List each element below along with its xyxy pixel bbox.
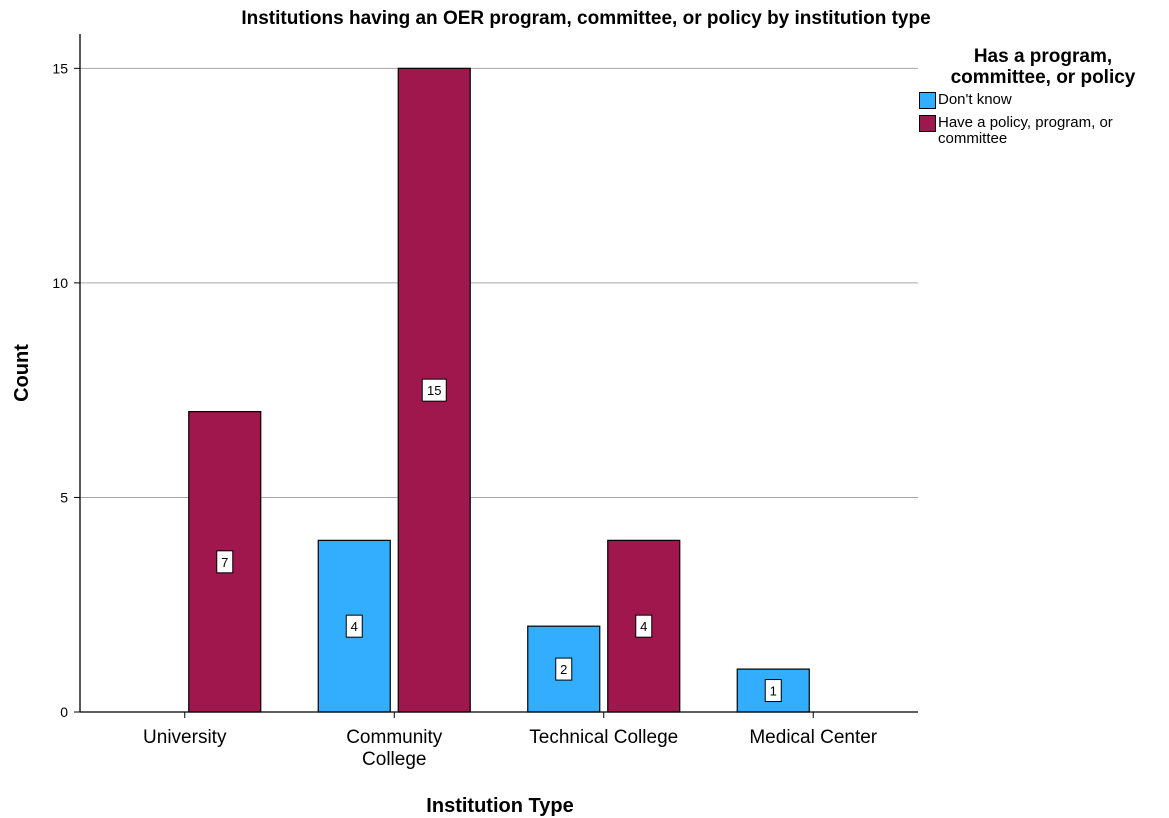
data-label: 2 [560, 662, 567, 677]
data-label-box [764, 679, 782, 703]
data-label-box [345, 614, 363, 638]
legend-title-line: Has a program, [973, 46, 1113, 67]
y-tick-label: 5 [60, 489, 68, 505]
y-ticks: 0 5 10 15 [52, 60, 80, 720]
data-label: 1 [770, 684, 777, 699]
y-tick-label: 10 [52, 275, 68, 291]
x-tick-label: Technical College [529, 727, 678, 748]
x-axis-title: Institution Type [426, 795, 573, 817]
data-label: 7 [221, 555, 228, 570]
legend-label-line: committee [938, 130, 1008, 147]
legend-swatch [919, 115, 936, 132]
legend-item-dont-know: Don't know [919, 92, 1169, 109]
legend-label-line: Have a policy, program, or [938, 114, 1113, 131]
data-label: 15 [427, 383, 441, 398]
y-tick-label: 0 [60, 704, 68, 720]
x-tick-label: Medical Center [749, 727, 877, 748]
bar [317, 539, 391, 713]
x-tick-label: Community [346, 727, 443, 748]
legend-swatch [919, 92, 936, 109]
data-label-box [555, 657, 573, 681]
data-label-box [421, 378, 447, 402]
legend-item-have-policy: Have a policy, program, or committee [919, 115, 1169, 147]
bars [188, 67, 810, 713]
legend-label: Don't know [938, 91, 1012, 108]
legend-title-line: committee, or policy [950, 67, 1136, 88]
data-label-box [635, 614, 653, 638]
legend-title: Has a program, committee, or policy [917, 46, 1169, 88]
data-label-box [216, 550, 234, 574]
x-tick-label: University [143, 727, 227, 748]
legend: Has a program, committee, or policy Don'… [917, 46, 1169, 147]
data-label: 4 [640, 619, 647, 634]
legend-label: Have a policy, program, or committee [938, 115, 1113, 147]
data-label: 4 [351, 619, 358, 634]
y-tick-label: 15 [52, 60, 68, 76]
chart-title: Institutions having an OER program, comm… [241, 8, 930, 29]
y-axis-title: Count [11, 344, 33, 402]
data-labels: 7 4 15 2 4 1 [216, 378, 782, 703]
x-tick-label: College [362, 749, 426, 770]
